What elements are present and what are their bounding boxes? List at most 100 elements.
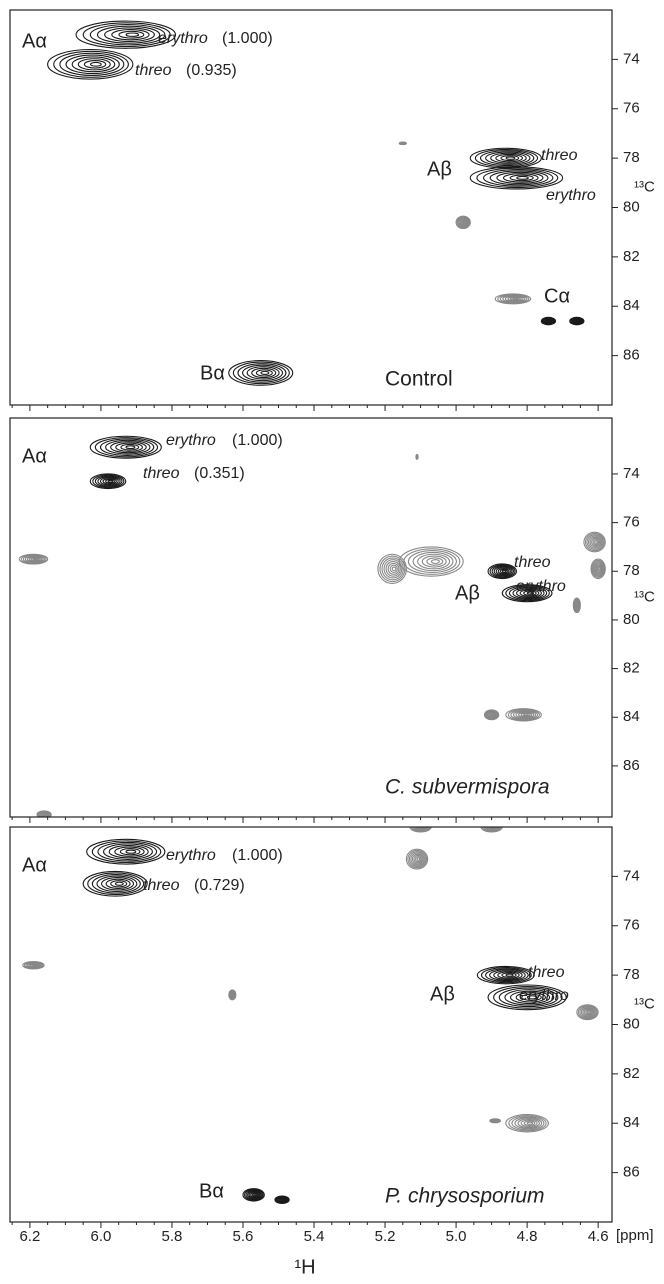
y-tick-label: 74 xyxy=(623,867,640,884)
contour-ring xyxy=(102,477,117,485)
contour-ring xyxy=(77,58,111,71)
contour-ring xyxy=(86,838,166,865)
contour-ring xyxy=(584,533,605,552)
peak xyxy=(483,709,500,721)
contour-ring xyxy=(415,856,422,863)
contour-ring xyxy=(509,174,534,182)
panel-frame xyxy=(9,417,613,818)
annotation: threo xyxy=(135,62,172,79)
annotation: erythro xyxy=(546,187,596,204)
contour-ring xyxy=(99,477,119,486)
contour-ring xyxy=(526,1121,534,1125)
contour-ring xyxy=(409,827,432,833)
contour-ring xyxy=(515,992,546,1003)
y-tick-label: 76 xyxy=(623,100,640,117)
contour-ring xyxy=(405,848,429,870)
contour-ring xyxy=(242,1188,265,1202)
annotation: erythro xyxy=(166,847,216,864)
annotation: threo xyxy=(528,964,565,981)
contour-ring xyxy=(97,476,121,487)
y-tick-label: 74 xyxy=(623,50,640,67)
contour-ring xyxy=(413,854,423,864)
sample-label: Control xyxy=(385,368,453,391)
contour-ring xyxy=(456,216,471,229)
contour-ring xyxy=(415,827,428,831)
contour-ring xyxy=(228,360,294,386)
annotation: (0.351) xyxy=(194,465,245,482)
annotation: Cα xyxy=(544,285,570,307)
contour-ring xyxy=(105,478,116,484)
contour-ring xyxy=(251,1192,259,1197)
y-tick-label: 80 xyxy=(623,1015,640,1032)
contour-ring xyxy=(484,827,500,831)
annotation: Aα xyxy=(22,30,47,52)
contour-ring xyxy=(115,442,143,452)
contour-ring xyxy=(526,995,538,1000)
contour-ring xyxy=(508,586,548,601)
peak xyxy=(505,708,542,722)
contour-ring xyxy=(505,1114,549,1133)
contour-ring xyxy=(576,603,579,607)
contour-ring xyxy=(591,537,601,547)
contour-ring xyxy=(412,551,454,572)
contour-ring xyxy=(281,1198,285,1201)
y-tick-label: 84 xyxy=(623,708,640,725)
peak xyxy=(476,965,535,985)
peak xyxy=(86,838,166,865)
peak xyxy=(569,316,585,326)
contour-ring xyxy=(512,587,545,600)
contour-ring xyxy=(125,849,137,854)
contour-ring xyxy=(586,534,604,550)
contour-ring xyxy=(479,150,535,167)
contour-ring xyxy=(502,295,526,303)
annotation: (0.729) xyxy=(194,877,245,894)
contour-ring xyxy=(111,29,150,41)
contour-ring xyxy=(20,554,47,564)
contour-ring xyxy=(89,61,102,67)
contour-ring xyxy=(497,971,520,979)
contour-ring xyxy=(523,1120,536,1126)
contour-ring xyxy=(246,366,280,380)
peak xyxy=(455,215,471,230)
contour-ring xyxy=(120,443,140,451)
annotation: Bα xyxy=(200,362,225,384)
peak xyxy=(228,360,294,386)
contour-ring xyxy=(490,152,527,164)
peak xyxy=(480,827,503,833)
contour-ring xyxy=(597,567,601,571)
contour-ring xyxy=(125,32,140,37)
annotation: threo xyxy=(143,465,180,482)
contour-ring xyxy=(483,709,500,721)
contour-ring xyxy=(402,142,405,145)
contour-ring xyxy=(521,993,542,1001)
contour-ring xyxy=(92,474,125,489)
x-tick-label: 4.6 xyxy=(588,1228,609,1245)
peak xyxy=(489,1118,502,1124)
peak xyxy=(89,435,162,459)
contour-ring xyxy=(491,713,494,716)
peak xyxy=(487,984,567,1011)
contour-ring xyxy=(476,965,535,985)
contour-ring xyxy=(495,153,524,163)
contour-ring xyxy=(430,559,440,564)
peak xyxy=(75,20,177,49)
y-tick-label: 78 xyxy=(623,149,640,166)
y-tick-label: 80 xyxy=(623,611,640,628)
contour-ring xyxy=(99,438,155,456)
contour-ring xyxy=(579,1006,597,1019)
contour-ring xyxy=(411,853,424,865)
contour-ring xyxy=(585,1009,592,1015)
y-tick-label: 78 xyxy=(623,562,640,579)
contour-ring xyxy=(94,437,159,458)
contour-ring xyxy=(489,170,549,186)
contour-ring xyxy=(523,713,529,717)
contour-ring xyxy=(592,539,600,546)
contour-ring xyxy=(592,560,605,577)
contour-ring xyxy=(417,827,427,830)
contour-ring xyxy=(89,435,162,459)
peak xyxy=(22,960,45,970)
peak xyxy=(47,48,134,80)
contour-ring xyxy=(496,171,544,184)
contour-ring xyxy=(53,50,129,78)
